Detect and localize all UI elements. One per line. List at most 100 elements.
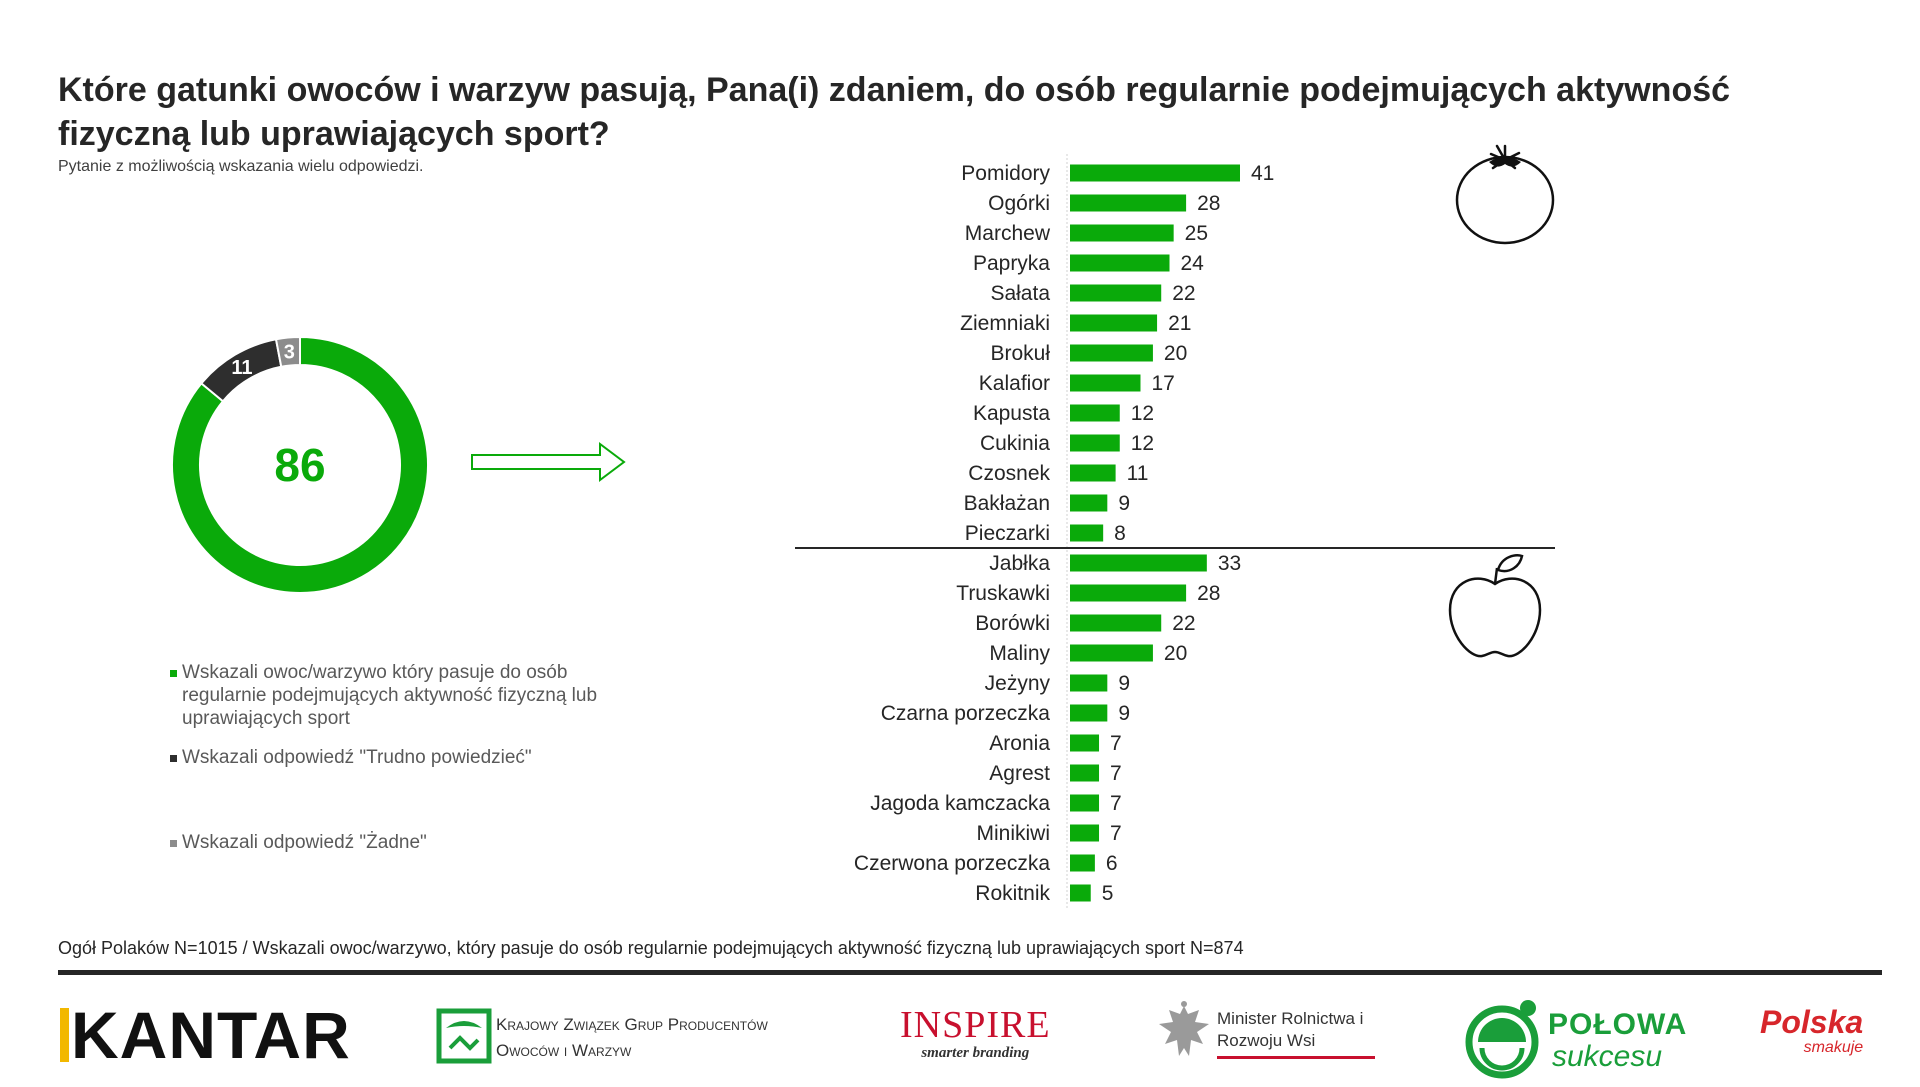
- minister-logo: Minister Rolnictwa i Rozwoju Wsi: [1155, 1000, 1375, 1071]
- legend-swatch: [170, 670, 177, 677]
- footnote: Ogół Polaków N=1015 / Wskazali owoc/warz…: [58, 938, 1244, 958]
- bar: [1070, 584, 1187, 602]
- kantar-logo-bar: [60, 1008, 69, 1062]
- bar: [1070, 254, 1170, 272]
- eagle-emblem-icon: [1159, 1001, 1209, 1056]
- category-label: Cukinia: [980, 432, 1050, 455]
- bar-value-label: 7: [1110, 762, 1122, 785]
- chart-title: Które gatunki owoców i warzyw pasują, Pa…: [58, 71, 1731, 153]
- bar-value-label: 12: [1131, 402, 1154, 425]
- category-label: Rokitnik: [975, 882, 1050, 905]
- category-label: Agrest: [989, 762, 1050, 785]
- category-label: Ogórki: [988, 192, 1050, 215]
- category-label: Ziemniaki: [960, 312, 1050, 335]
- category-label: Papryka: [973, 252, 1050, 275]
- bar-chart: Pomidory 41 Ogórki 28 Marchew 25 Papryka 24 Sała…: [795, 154, 1555, 908]
- polska-smakuje-logo: Polska smakuje: [1760, 1005, 1863, 1057]
- bar-value-label: 25: [1185, 222, 1208, 245]
- legend-item-pasuje: Wskazali owoc/warzywo który pasuje do os…: [170, 661, 652, 730]
- bar: [1070, 824, 1100, 842]
- category-label: Jagoda kamczacka: [870, 792, 1050, 815]
- category-label: Maliny: [989, 642, 1050, 665]
- bar-value-label: 20: [1164, 642, 1187, 665]
- polowa-sukcesu-logo: POŁOWA sukcesu: [1462, 996, 1686, 1087]
- category-label: Kapusta: [973, 402, 1050, 425]
- bar-value-label: 12: [1131, 432, 1154, 455]
- category-label: Bakłażan: [964, 492, 1050, 515]
- bar-value-label: 6: [1106, 852, 1118, 875]
- category-label: Sałata: [990, 282, 1050, 305]
- bar: [1070, 644, 1153, 662]
- apple-icon: [1448, 554, 1542, 658]
- legend-label: Wskazali odpowiedź "Żadne": [182, 832, 427, 853]
- category-label: Truskawki: [956, 582, 1050, 605]
- bar: [1070, 794, 1100, 812]
- kantar-logo: KANTAR: [60, 1000, 351, 1070]
- category-label: Jabłka: [989, 552, 1050, 575]
- legend-label: Wskazali owoc/warzywo który pasuje do os…: [182, 662, 598, 729]
- donut-chart: 11 3 86: [171, 335, 429, 594]
- bar: [1070, 464, 1116, 482]
- category-label: Aronia: [989, 732, 1050, 755]
- legend-item-zadne: Wskazali odpowiedź "Żadne": [170, 831, 652, 854]
- bar: [1070, 614, 1162, 632]
- bar-value-label: 17: [1151, 372, 1174, 395]
- bar-value-label: 5: [1102, 882, 1114, 905]
- polowa-logo-subtext: sukcesu: [1552, 1040, 1663, 1073]
- minister-logo-text: Minister Rolnictwa i Rozwoju Wsi: [1217, 1009, 1364, 1050]
- bar-value-label: 20: [1164, 342, 1187, 365]
- tomato-icon: [1455, 144, 1555, 245]
- bar-value-label: 7: [1110, 732, 1122, 755]
- bar-value-label: 41: [1251, 162, 1274, 185]
- bar: [1070, 494, 1108, 512]
- donut-slice: [274, 335, 301, 368]
- bar: [1070, 854, 1095, 872]
- bar: [1070, 554, 1207, 572]
- category-label: Marchew: [965, 222, 1051, 245]
- bar: [1070, 884, 1091, 902]
- kzg-logo: Krajowy Związek Grup Producentów Owoców …: [436, 1008, 768, 1069]
- inspire-logo-tagline: smarter branding: [921, 1045, 1030, 1061]
- bar: [1070, 734, 1100, 752]
- donut-center-label: 86: [274, 439, 325, 491]
- bar-value-label: 21: [1168, 312, 1191, 335]
- polska-logo-text: Polska: [1760, 1004, 1864, 1040]
- bar: [1070, 704, 1108, 722]
- bar-value-label: 9: [1118, 492, 1130, 515]
- bar: [1070, 194, 1187, 212]
- bar-value-label: 9: [1118, 702, 1130, 725]
- donut-slice-label: 3: [284, 342, 295, 364]
- polowa-logo-text: POŁOWA: [1548, 1008, 1688, 1041]
- chart-subtitle: Pytanie z możliwością wskazania wielu od…: [58, 158, 424, 175]
- legend-swatch: [170, 840, 177, 847]
- category-label: Jeżyny: [985, 672, 1051, 695]
- bar: [1070, 314, 1158, 332]
- bar-value-label: 8: [1114, 522, 1126, 545]
- donut-slice-label: 11: [231, 357, 252, 379]
- kantar-logo-text: KANTAR: [71, 998, 351, 1072]
- legend-swatch: [170, 755, 177, 762]
- bar-value-label: 7: [1110, 792, 1122, 815]
- arrow-icon: [471, 442, 626, 482]
- footer-divider: [58, 970, 1882, 975]
- kzg-logo-text: Krajowy Związek Grup Producentów Owoców …: [496, 1015, 768, 1060]
- category-label: Czerwona porzeczka: [854, 852, 1050, 875]
- bar-value-label: 22: [1172, 282, 1195, 305]
- bar-value-label: 33: [1218, 552, 1241, 575]
- bar: [1070, 434, 1120, 452]
- bar: [1070, 764, 1100, 782]
- polska-logo-subtext: smakuje: [1803, 1039, 1864, 1056]
- kzg-logo-icon: [436, 1008, 492, 1064]
- category-label: Kalafior: [979, 372, 1050, 395]
- bar-value-label: 7: [1110, 822, 1122, 845]
- bar-value-label: 28: [1197, 192, 1220, 215]
- bar: [1070, 344, 1153, 362]
- minister-logo-rule: [1217, 1056, 1375, 1059]
- category-label: Brokuł: [990, 342, 1050, 365]
- inspire-logo-text: INSPIRE: [900, 1004, 1051, 1046]
- bar: [1070, 404, 1120, 422]
- inspire-logo: INSPIRE smarter branding: [900, 1005, 1051, 1062]
- category-label: Borówki: [975, 612, 1050, 635]
- donut-slice: [171, 335, 429, 594]
- bar-value-label: 22: [1172, 612, 1195, 635]
